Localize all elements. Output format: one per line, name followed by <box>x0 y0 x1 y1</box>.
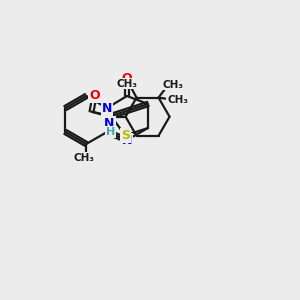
Text: O: O <box>89 89 100 102</box>
Text: N: N <box>122 134 132 146</box>
Text: O: O <box>122 73 132 85</box>
Text: CH₃: CH₃ <box>167 94 188 105</box>
Text: N: N <box>104 117 115 130</box>
Text: H: H <box>106 127 115 137</box>
Text: N: N <box>102 101 112 115</box>
Text: S: S <box>121 129 130 142</box>
Text: CH₃: CH₃ <box>74 153 95 163</box>
Text: CH₃: CH₃ <box>162 80 183 90</box>
Text: CH₃: CH₃ <box>116 79 137 88</box>
